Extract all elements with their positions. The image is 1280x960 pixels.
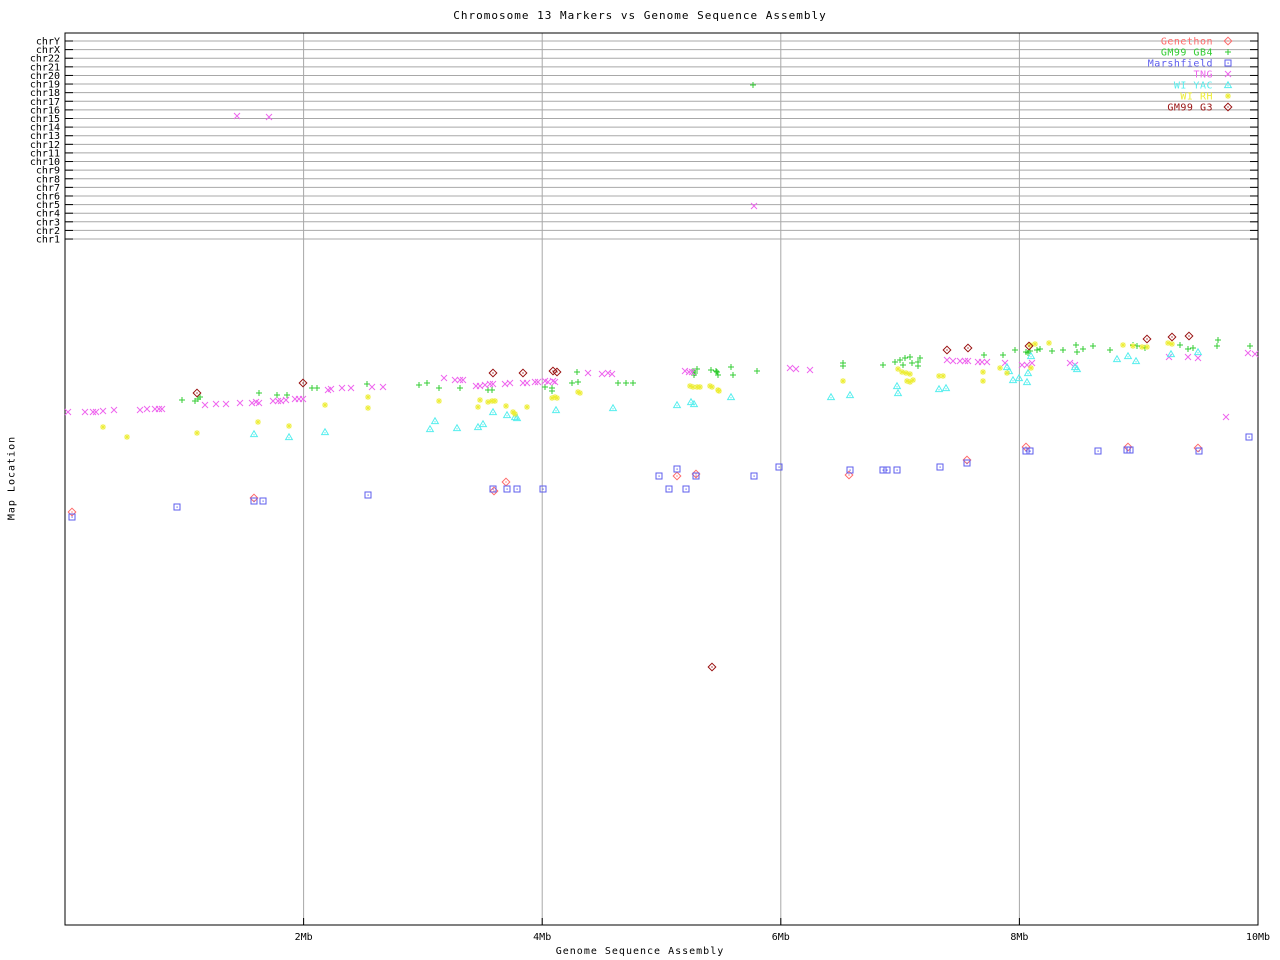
chromosome-row-label: chr22 <box>30 54 60 65</box>
series-marshfield <box>68 433 1253 521</box>
chromosome-row-label: chr4 <box>36 209 60 220</box>
chromosome-row-label: chr21 <box>30 62 60 73</box>
chromosome-row-label: chr17 <box>30 97 60 108</box>
x-tick-label: 2Mb <box>295 932 313 943</box>
chromosome-row-label: chrX <box>36 45 60 56</box>
x-tick-label: 4Mb <box>533 932 551 943</box>
chromosome-row-label: chr16 <box>30 105 60 116</box>
chromosome-row-label: chr20 <box>30 71 60 82</box>
legend-entry-tng: TNG <box>1193 70 1232 81</box>
chart-title: Chromosome 13 Markers vs Genome Sequence… <box>453 9 827 22</box>
legend-label: TNG <box>1193 70 1213 81</box>
legend-entry-wi-yac: WI YAC <box>1174 81 1233 92</box>
legend-label: Genethon <box>1161 37 1213 48</box>
chromosome-row-label: chr18 <box>30 88 60 99</box>
x-tick-label: 10Mb <box>1246 932 1270 943</box>
legend-label: WI YAC <box>1174 81 1213 92</box>
chromosome-row-label: chr5 <box>36 200 60 211</box>
legend-label: Marshfield <box>1148 59 1213 70</box>
series-wi-yac <box>249 347 1203 441</box>
legend-label: WI RH <box>1180 92 1213 103</box>
series-gm99-g3 <box>192 331 1194 672</box>
chromosome-row-label: chrY <box>36 37 60 48</box>
x-axis-label: Genome Sequence Assembly <box>555 946 725 957</box>
chromosome-row-label: chr14 <box>30 123 60 134</box>
x-tick-label: 6Mb <box>772 932 790 943</box>
chromosome-row-label: chr19 <box>30 80 60 91</box>
legend-entry-wi-rh: WI RH <box>1180 92 1231 103</box>
chromosome-row-label: chr6 <box>36 191 60 202</box>
series-wi-rh <box>100 340 1175 440</box>
legend-entry-gm99-gb4: GM99 GB4 <box>1161 48 1231 59</box>
series-tng <box>64 112 1259 421</box>
legend-label: GM99 GB4 <box>1161 48 1213 59</box>
chromosome-row-label: chr12 <box>30 140 60 151</box>
chromosome-row-label: chr9 <box>36 166 60 177</box>
chromosome-row-label: chr13 <box>30 131 60 142</box>
series-gm99-gb4 <box>179 82 1253 404</box>
chromosome-row-label: chr1 <box>36 235 60 246</box>
chromosome-row-label: chr8 <box>36 174 60 185</box>
chromosome-row-label: chr10 <box>30 157 60 168</box>
x-tick-label: 8Mb <box>1010 932 1028 943</box>
plot-border <box>64 32 1259 926</box>
chromosome-row-label: chr7 <box>36 183 60 194</box>
legend-entry-gm99-g3: GM99 G3 <box>1167 102 1233 114</box>
legend-entry-genethon: Genethon <box>1161 36 1233 48</box>
legend-label: GM99 G3 <box>1167 103 1213 114</box>
chromosome-row-label: chr15 <box>30 114 60 125</box>
chromosome-row-label: chr11 <box>30 148 60 159</box>
chromosome-row-label: chr2 <box>36 226 60 237</box>
chromosome-row-label: chr3 <box>36 217 60 228</box>
legend-entry-marshfield: Marshfield <box>1148 59 1232 70</box>
